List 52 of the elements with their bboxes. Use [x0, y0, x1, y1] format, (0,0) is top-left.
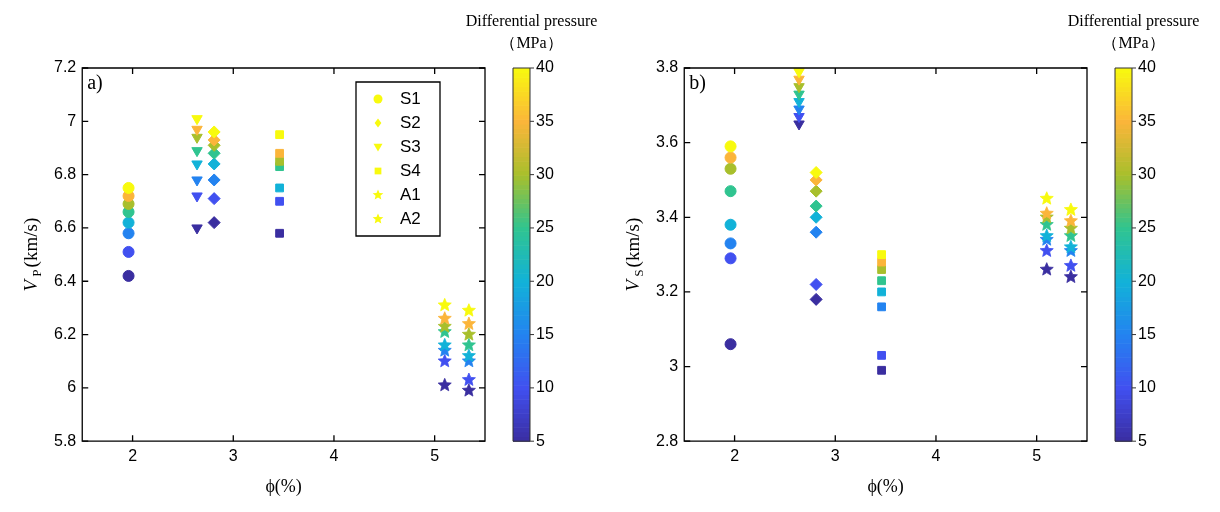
color-bar-label: 5 [536, 431, 545, 449]
color-bar-label: 15 [536, 324, 554, 342]
x-axis-title: ϕ(%) [265, 475, 302, 497]
y-tick-label: 7.2 [53, 58, 77, 76]
y-tick-label: 3.6 [655, 133, 679, 151]
y-tick-label: 7 [67, 111, 77, 129]
color-bar-label: 5 [1138, 431, 1147, 449]
x-tick-label: 2 [128, 447, 138, 465]
color-bar-label: 40 [1138, 58, 1156, 76]
y-tick-label: 3 [669, 356, 679, 374]
y-tick-label: 6 [67, 378, 77, 396]
legend-label: S4 [400, 160, 421, 180]
x-tick-label: 4 [931, 447, 941, 465]
x-tick-label: 3 [228, 447, 238, 465]
y-axis-title: VS(km/s) [622, 217, 647, 292]
annotation: a) [87, 71, 103, 95]
y-tick-label: 5.8 [53, 431, 77, 449]
annotation: b) [689, 71, 706, 95]
color-bar-title: Differential pressure （MPa） [1067, 12, 1200, 51]
y-axis-title: VP(km/s) [20, 217, 45, 292]
x-tick-label: 3 [830, 447, 840, 465]
y-tick-label: 3.2 [655, 282, 679, 300]
y-tick-label: 6.8 [53, 165, 77, 183]
color-bar-label: 35 [536, 111, 554, 129]
x-tick-label: 4 [329, 447, 339, 465]
y-tick-label: 6.4 [53, 271, 77, 289]
color-bar-label: 25 [1138, 218, 1156, 236]
color-bar-label: 35 [1138, 111, 1156, 129]
color-bar-label: 20 [536, 271, 554, 289]
color-bar-label: 30 [1138, 165, 1156, 183]
y-tick-label: 6.2 [53, 324, 77, 342]
x-tick-label: 2 [730, 447, 740, 465]
color-bar-label: 25 [536, 218, 554, 236]
x-tick-label: 5 [430, 447, 440, 465]
legend-label: S3 [400, 136, 421, 156]
legend-label: S1 [400, 88, 421, 108]
color-bar-label: 40 [536, 58, 554, 76]
color-bar-label: 30 [536, 165, 554, 183]
x-tick-label: 5 [1032, 447, 1042, 465]
color-bar-label: 20 [1138, 271, 1156, 289]
y-tick-label: 3.4 [655, 207, 679, 225]
legend-label: A2 [400, 208, 421, 228]
color-bar-label: 10 [536, 378, 554, 396]
y-tick-label: 6.6 [53, 218, 77, 236]
y-tick-label: 3.8 [655, 58, 679, 76]
color-bar-title: Differential pressure （MPa） [465, 12, 598, 51]
legend-label: A1 [400, 184, 421, 204]
x-axis-title: ϕ(%) [867, 475, 904, 497]
y-tick-label: 2.8 [655, 431, 679, 449]
color-bar-label: 10 [1138, 378, 1156, 396]
legend-label: S2 [400, 112, 421, 132]
color-bar-label: 15 [1138, 324, 1156, 342]
